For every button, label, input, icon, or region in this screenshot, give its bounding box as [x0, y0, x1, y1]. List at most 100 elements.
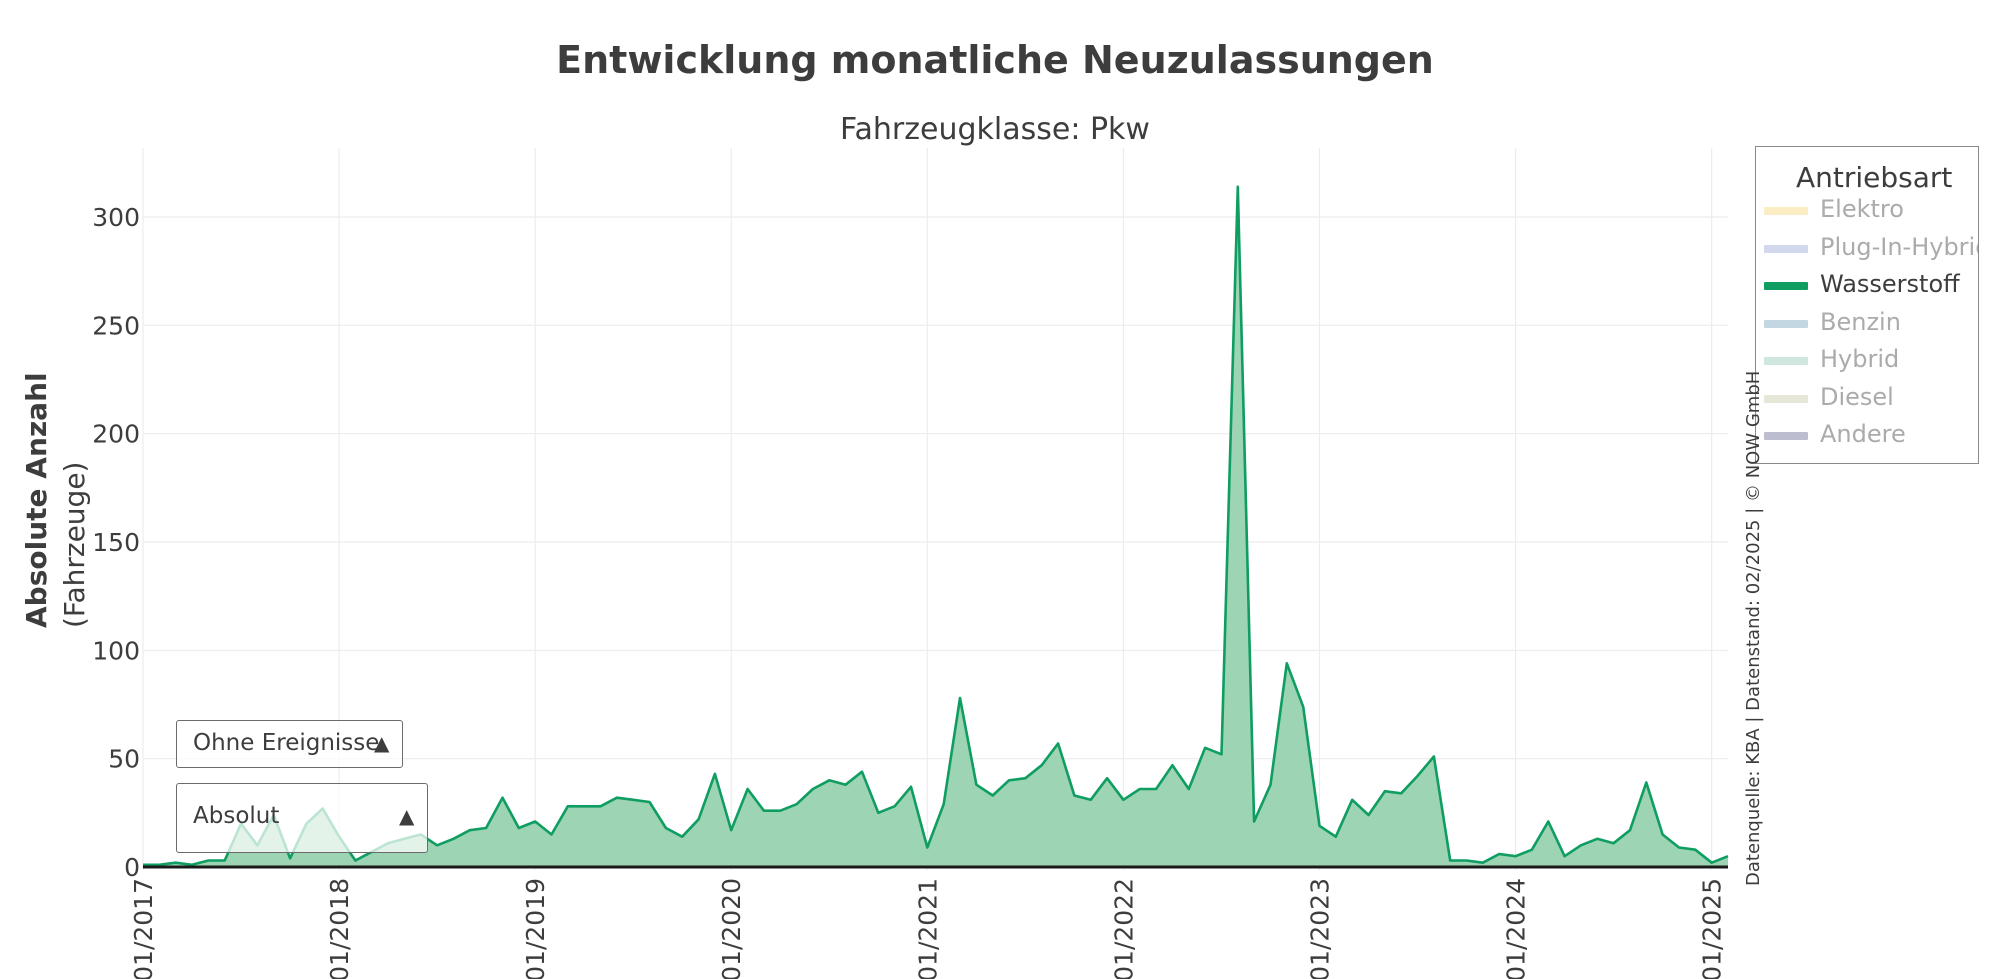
data-point: [860, 770, 864, 774]
legend-swatch: [1764, 394, 1808, 403]
data-point: [582, 804, 586, 808]
data-point: [206, 859, 210, 863]
data-point: [1693, 848, 1697, 852]
data-point: [1350, 798, 1354, 802]
data-point: [746, 787, 750, 791]
legend-item-hybrid[interactable]: Hybrid: [1764, 345, 1978, 375]
data-point: [1546, 820, 1550, 824]
events-dropdown-value: Ohne Ereignisse: [193, 730, 380, 756]
x-tick-label: 01/2022: [1109, 878, 1138, 979]
legend-title: Antriebsart: [1796, 161, 1953, 194]
data-point: [1154, 787, 1158, 791]
mode-dropdown-value: Absolut: [193, 803, 280, 829]
legend-swatch: [1764, 432, 1808, 440]
data-point: [1661, 833, 1665, 837]
data-point: [288, 856, 292, 860]
data-point: [1530, 848, 1534, 852]
data-point: [1056, 742, 1060, 746]
data-point: [1236, 185, 1240, 189]
data-point: [1138, 787, 1142, 791]
data-point: [1383, 789, 1387, 793]
legend-swatch: [1764, 357, 1808, 365]
data-point: [1334, 835, 1338, 839]
data-point: [1563, 854, 1567, 858]
y-tick-label: 50: [108, 745, 140, 774]
chevron-up-icon: ▲: [399, 804, 415, 828]
legend-label: Hybrid: [1820, 345, 1900, 373]
y-tick-label: 200: [92, 420, 140, 449]
data-point: [1187, 787, 1191, 791]
data-point: [615, 796, 619, 800]
legend-label: Elektro: [1820, 195, 1904, 223]
data-point: [1367, 813, 1371, 817]
data-point: [893, 804, 897, 808]
x-tick-label: 01/2023: [1305, 878, 1334, 979]
data-point: [1481, 861, 1485, 865]
data-point: [729, 828, 733, 832]
data-point: [1710, 861, 1714, 865]
y-tick-label: 300: [92, 203, 140, 232]
x-tick-label: 01/2020: [717, 878, 746, 979]
data-point: [174, 861, 178, 865]
data-point: [500, 796, 504, 800]
data-point: [1612, 841, 1616, 845]
data-point: [1089, 798, 1093, 802]
data-point: [697, 817, 701, 821]
legend-swatch: [1764, 244, 1808, 253]
source-note: Datenquelle: KBA | Datenstand: 02/2025 |…: [1743, 370, 1764, 886]
legend-item-diesel[interactable]: Diesel: [1764, 383, 1978, 413]
data-point: [1416, 774, 1420, 778]
legend: Antriebsart Elektro Plug-In-Hybrid Wassers…: [1755, 146, 1979, 464]
x-tick-label: 01/2019: [521, 878, 550, 979]
data-point: [451, 837, 455, 841]
data-point: [1579, 843, 1583, 847]
data-point: [795, 802, 799, 806]
data-point: [942, 802, 946, 806]
data-point: [991, 794, 995, 798]
chart-title: Entwicklung monatliche Neuzulassungen: [556, 38, 1434, 82]
legend-item-wasserstoff[interactable]: Wasserstoff: [1764, 270, 1978, 300]
data-point: [353, 859, 357, 863]
data-point: [1399, 791, 1403, 795]
mode-dropdown[interactable]: Absolut ▲: [176, 783, 428, 853]
data-point: [1432, 755, 1436, 759]
data-point: [827, 778, 831, 782]
legend-item-elektro[interactable]: Elektro: [1764, 195, 1978, 225]
chart-subtitle: Fahrzeugklasse: Pkw: [840, 112, 1150, 147]
data-point: [648, 800, 652, 804]
legend-label: Andere: [1820, 420, 1906, 448]
data-point: [1301, 705, 1305, 709]
data-point: [1040, 763, 1044, 767]
legend-item-plug-in-hybrid[interactable]: Plug-In-Hybrid: [1764, 233, 1978, 263]
data-point: [1497, 852, 1501, 856]
legend-item-benzin[interactable]: Benzin: [1764, 307, 1978, 338]
x-tick-label: 01/2021: [913, 878, 942, 979]
data-point: [1023, 776, 1027, 780]
data-point: [517, 826, 521, 830]
data-point: [1007, 778, 1011, 782]
data-point: [1252, 820, 1256, 824]
legend-label: Wasserstoff: [1820, 270, 1960, 298]
data-point: [876, 811, 880, 815]
data-point: [680, 835, 684, 839]
data-point: [484, 826, 488, 830]
legend-label: Benzin: [1820, 307, 1901, 336]
data-point: [1726, 854, 1730, 858]
data-point: [1514, 854, 1518, 858]
data-point: [533, 820, 537, 824]
data-point: [1628, 828, 1632, 832]
events-dropdown[interactable]: Ohne Ereignisse ▲: [176, 720, 403, 768]
data-point: [566, 804, 570, 808]
legend-item-andere[interactable]: Andere: [1764, 420, 1978, 450]
data-point: [925, 846, 929, 850]
legend-swatch: [1764, 207, 1808, 215]
data-point: [435, 843, 439, 847]
data-point: [1105, 776, 1109, 780]
x-tick-label: 01/2018: [325, 878, 354, 979]
legend-swatch: [1764, 282, 1808, 290]
legend-swatch: [1764, 319, 1808, 328]
data-point: [550, 833, 554, 837]
y-tick-label: 100: [92, 636, 140, 665]
data-point: [974, 783, 978, 787]
data-point: [468, 828, 472, 832]
